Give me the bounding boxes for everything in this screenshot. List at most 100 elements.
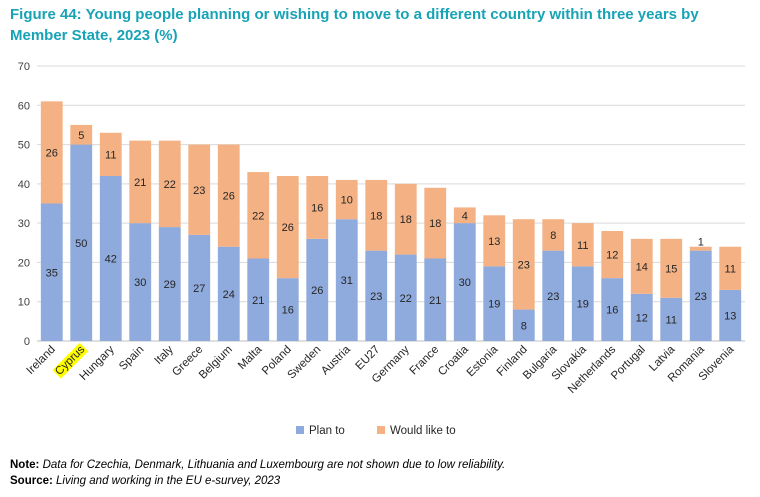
data-label-would-like-to: 23 (518, 259, 530, 271)
bar-would-like-to (276, 176, 299, 279)
bar-would-like-to (719, 246, 742, 290)
legend-swatch-would-like-to (377, 426, 385, 434)
source-text: Living and working in the EU e-survey, 2… (56, 475, 281, 487)
y-tick-label: 30 (18, 218, 30, 230)
bar-plan-to (483, 266, 506, 341)
bar-would-like-to (188, 144, 211, 235)
x-tick-label: Sweden (285, 344, 323, 382)
bar-plan-to (660, 297, 683, 341)
bar-would-like-to (394, 183, 417, 255)
x-tick-label-group: Italy (152, 343, 176, 367)
bar-would-like-to (306, 176, 329, 239)
bar-plan-to (542, 250, 565, 341)
y-tick-label: 20 (18, 257, 30, 269)
bar-plan-to (276, 278, 299, 341)
bar-plan-to (453, 223, 476, 341)
data-label-plan-to: 23 (695, 291, 707, 303)
data-label-would-like-to: 18 (370, 210, 382, 222)
chart-note: Note: Data for Czechia, Denmark, Lithuan… (10, 459, 505, 471)
data-label-plan-to: 27 (193, 283, 205, 295)
bar-plan-to (601, 278, 624, 341)
data-label-plan-to: 35 (46, 267, 58, 279)
x-tick-label-group: Austria (319, 343, 353, 377)
bar-would-like-to (483, 215, 506, 267)
bar-would-like-to (40, 101, 63, 204)
data-label-plan-to: 30 (134, 277, 146, 289)
data-label-plan-to: 12 (636, 312, 648, 324)
y-tick-label: 10 (18, 297, 30, 309)
chart-source: Source: Living and working in the EU e-s… (10, 475, 280, 487)
data-label-plan-to: 29 (164, 279, 176, 291)
data-label-plan-to: 19 (488, 299, 500, 311)
data-label-plan-to: 16 (606, 305, 618, 317)
legend-label-plan-to: Plan to (309, 425, 345, 437)
x-tick-label: Italy (152, 343, 176, 367)
data-label-would-like-to: 23 (193, 185, 205, 197)
data-label-would-like-to: 15 (665, 263, 677, 275)
source-label: Source: (10, 475, 53, 487)
data-label-plan-to: 11 (666, 314, 677, 326)
bar-would-like-to (70, 124, 93, 145)
bar-plan-to (719, 289, 742, 341)
data-label-would-like-to: 21 (134, 177, 146, 189)
x-tick-label-group: Sweden (285, 344, 323, 382)
bar-plan-to (365, 250, 388, 341)
bar-would-like-to (424, 187, 447, 259)
bar-would-like-to (217, 144, 240, 247)
data-label-plan-to: 22 (400, 293, 412, 305)
bar-plan-to (335, 219, 358, 341)
x-tick-label: Austria (319, 343, 353, 377)
data-label-plan-to: 13 (724, 310, 736, 322)
data-label-would-like-to: 11 (725, 263, 736, 275)
x-tick-label: Spain (117, 344, 146, 373)
data-label-plan-to: 30 (459, 277, 471, 289)
data-label-would-like-to: 13 (488, 236, 500, 248)
data-label-plan-to: 24 (223, 289, 235, 301)
bar-would-like-to (601, 231, 624, 279)
x-tick-label-group: France (408, 344, 442, 378)
bar-plan-to (70, 144, 93, 341)
data-label-would-like-to: 22 (164, 179, 176, 191)
bar-plan-to (394, 254, 417, 341)
data-label-would-like-to: 22 (252, 210, 264, 222)
bar-plan-to (217, 246, 240, 341)
chart-title: Figure 44: Young people planning or wish… (10, 6, 699, 44)
y-tick-label: 50 (18, 140, 30, 152)
data-label-plan-to: 23 (547, 291, 559, 303)
bar-would-like-to (365, 179, 388, 251)
x-tick-label-group: Ireland (25, 344, 58, 377)
x-tick-label-group: Estonia (465, 343, 501, 379)
data-label-plan-to: 21 (429, 295, 441, 307)
data-label-would-like-to: 18 (400, 214, 412, 226)
data-label-would-like-to: 1 (698, 237, 704, 249)
data-label-plan-to: 26 (311, 285, 323, 297)
bar-would-like-to (335, 179, 358, 220)
bar-would-like-to (542, 219, 565, 251)
data-label-would-like-to: 26 (282, 222, 294, 234)
y-tick-label: 0 (24, 336, 30, 348)
bar-plan-to (188, 234, 211, 341)
data-label-would-like-to: 26 (223, 191, 235, 203)
bar-plan-to (689, 250, 712, 341)
bar-plan-to (630, 293, 653, 341)
data-label-plan-to: 19 (577, 299, 589, 311)
data-label-would-like-to: 18 (429, 218, 441, 230)
y-tick-label: 70 (18, 61, 30, 73)
bar-plan-to (158, 227, 181, 341)
legend-label-would-like-to: Would like to (390, 425, 456, 437)
bar-plan-to (40, 203, 63, 341)
note-text: Data for Czechia, Denmark, Lithuania and… (42, 459, 506, 471)
data-label-would-like-to: 16 (311, 202, 323, 214)
data-label-plan-to: 50 (75, 238, 87, 250)
note-label: Note: (10, 459, 40, 471)
bar-plan-to (424, 258, 447, 341)
data-label-would-like-to: 4 (462, 210, 468, 222)
bar-would-like-to (99, 132, 122, 176)
bar-plan-to (571, 266, 594, 341)
data-label-would-like-to: 8 (550, 230, 556, 242)
data-label-plan-to: 42 (105, 254, 117, 266)
legend-swatch-plan-to (296, 426, 304, 434)
data-label-would-like-to: 11 (577, 240, 588, 252)
y-tick-label: 60 (18, 100, 30, 112)
x-tick-label-group: Belgium (197, 344, 235, 382)
